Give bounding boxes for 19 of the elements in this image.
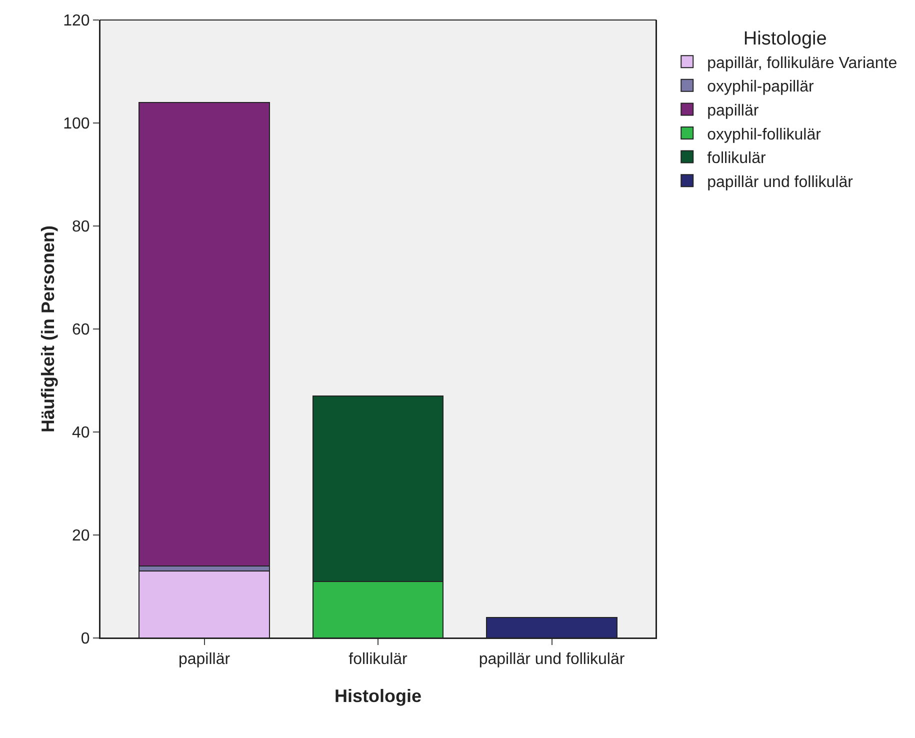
y-tick-label: 80 <box>72 218 90 236</box>
legend-label: papillär, follikuläre Variante <box>707 54 898 72</box>
legend-label: papillär <box>707 102 760 120</box>
y-tick-label: 0 <box>80 630 90 648</box>
y-tick-label: 20 <box>72 528 90 545</box>
legend-label: oxyphil-follikulär <box>707 126 822 144</box>
x-axis-title: Histologie <box>334 686 422 706</box>
y-axis-title: Häufigkeit (in Personen) <box>38 225 58 433</box>
x-tick-label: papillär und follikulär <box>478 651 626 668</box>
y-tick-label: 40 <box>72 424 90 442</box>
x-tick-label: papillär <box>178 651 231 668</box>
legend-title: Histologie <box>743 28 827 50</box>
legend-label: papillär und follikulär <box>707 174 854 191</box>
legend-label: oxyphil-papillär <box>707 78 815 96</box>
legend-label: follikulär <box>707 150 766 168</box>
y-tick-label: 60 <box>72 322 90 339</box>
y-tick-label: 120 <box>63 12 90 30</box>
y-tick-label: 100 <box>63 116 90 133</box>
x-tick-label: follikulär <box>348 651 408 668</box>
